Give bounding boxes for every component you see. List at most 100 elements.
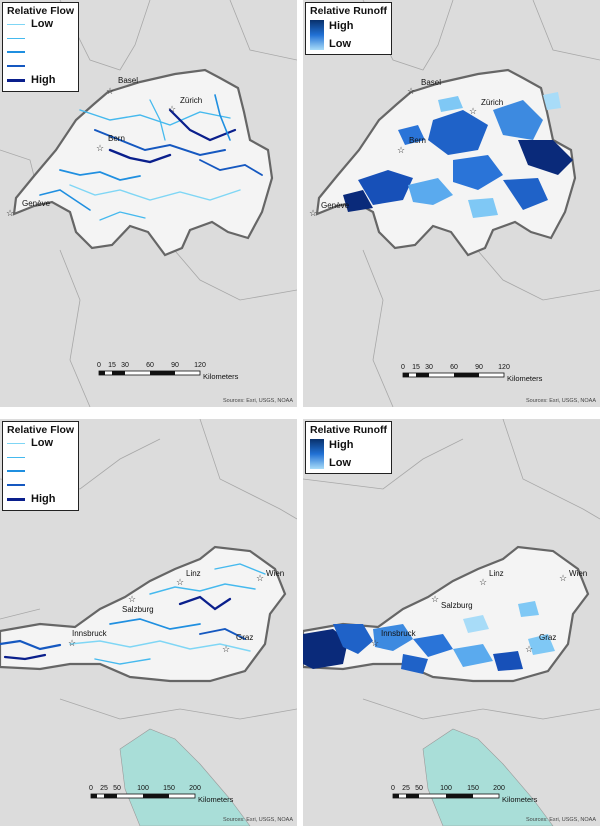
legend: Relative Flow Low High <box>2 2 80 92</box>
austria-outline <box>303 545 590 683</box>
legend-label: Low <box>31 437 53 449</box>
legend-label: High <box>31 493 56 505</box>
city-star-icon: ☆ <box>176 577 185 587</box>
scale-tick: 150 <box>467 785 479 792</box>
legend-label: High <box>31 74 56 86</box>
legend-swatch <box>7 456 25 458</box>
scale-tick: 0 <box>97 362 101 369</box>
city-star-icon: ☆ <box>168 104 177 114</box>
city-label-graz: Graz <box>539 633 557 642</box>
scale-tick: 150 <box>163 785 175 792</box>
legend-item <box>7 59 74 73</box>
legend: Relative Runoff High Low <box>305 2 393 55</box>
scale-unit: Kilometers <box>203 372 239 381</box>
scale-tick: 60 <box>450 364 458 371</box>
legend-swatch <box>7 78 25 82</box>
legend: Relative Flow Low High <box>2 421 80 511</box>
city-star-icon: ☆ <box>371 638 380 648</box>
legend-item: High <box>7 73 74 87</box>
city-star-icon: ☆ <box>397 145 406 155</box>
scale-tick: 0 <box>401 364 405 371</box>
city-label-innsbruck: Innsbruck <box>72 629 107 638</box>
legend-swatch <box>7 484 25 486</box>
city-label-graz: Graz <box>236 633 254 642</box>
legend-item: Low <box>7 17 74 31</box>
city-star-icon: ☆ <box>128 594 137 604</box>
map-sources: Sources: Esri, USGS, NOAA <box>526 817 596 823</box>
city-star-icon: ☆ <box>68 638 77 648</box>
scale-tick: 30 <box>425 364 433 371</box>
city-label-basel: Basel <box>118 76 139 85</box>
map-panel-switzerland-runoff: Relative Runoff High Low ☆ Basel ☆ Züric… <box>303 0 600 407</box>
scale-bar: 0 25 50 100 150 200 <box>89 785 201 794</box>
color-ramp <box>310 20 324 50</box>
scale-bar-graphic <box>402 372 505 378</box>
scale-ticks: 0 15 30 60 90 120 <box>97 362 206 371</box>
city-star-icon: ☆ <box>106 86 115 96</box>
legend-item <box>7 45 74 59</box>
city-star-icon: ☆ <box>222 644 231 654</box>
scale-bar: 0 15 30 60 90 120 <box>401 364 510 373</box>
city-label-bern: Bern <box>108 134 125 143</box>
city-label-geneve: Genève <box>22 199 51 208</box>
city-label-basel: Basel <box>421 78 442 87</box>
scale-tick: 25 <box>100 785 108 792</box>
scale-tick: 0 <box>391 785 395 792</box>
city-label-salzburg: Salzburg <box>122 605 154 614</box>
city-label-zurich: Zürich <box>481 98 504 107</box>
legend-title: Relative Flow <box>7 424 75 436</box>
map-sources: Sources: Esri, USGS, NOAA <box>223 817 293 823</box>
city-star-icon: ☆ <box>6 208 15 218</box>
city-label-salzburg: Salzburg <box>441 601 473 610</box>
scale-unit: Kilometers <box>502 795 538 804</box>
city-star-icon: ☆ <box>559 573 568 583</box>
scale-ticks: 0 15 30 60 90 120 <box>401 364 510 373</box>
legend-item <box>7 450 74 464</box>
austria-outline <box>0 545 287 683</box>
legend-item <box>7 464 74 478</box>
color-ramp <box>310 439 324 469</box>
scale-tick: 15 <box>412 364 420 371</box>
map-canvas <box>0 0 297 407</box>
city-label-zurich: Zürich <box>180 96 203 105</box>
legend-swatch <box>7 23 25 25</box>
city-star-icon: ☆ <box>407 86 416 96</box>
legend-title: Relative Runoff <box>310 5 388 17</box>
map-panel-austria-runoff: Relative Runoff High Low ☆ Linz ☆ Wien ☆… <box>303 419 600 826</box>
legend-item: High <box>7 492 74 506</box>
scale-tick: 60 <box>146 362 154 369</box>
legend-label: Low <box>31 18 53 30</box>
scale-tick: 200 <box>493 785 505 792</box>
city-star-icon: ☆ <box>479 577 488 587</box>
legend-swatch <box>7 37 25 39</box>
scale-tick: 90 <box>475 364 483 371</box>
city-label-geneve: Genève <box>321 201 350 210</box>
city-label-innsbruck: Innsbruck <box>381 629 416 638</box>
city-star-icon: ☆ <box>469 106 478 116</box>
legend-ramp: High Low <box>310 20 387 50</box>
city-label-linz: Linz <box>186 569 201 578</box>
scale-ticks: 0 25 50 100 150 200 <box>89 785 201 794</box>
map-sources: Sources: Esri, USGS, NOAA <box>526 398 596 404</box>
legend-swatch <box>7 65 25 67</box>
map-panel-austria-flow: Relative Flow Low High ☆ Linz ☆ Wien ☆ S… <box>0 419 297 826</box>
adriatic-sea <box>422 728 554 826</box>
scale-unit: Kilometers <box>198 795 234 804</box>
scale-bar-graphic <box>90 793 196 799</box>
scale-bar: 0 15 30 60 90 120 <box>97 362 206 371</box>
city-star-icon: ☆ <box>525 644 534 654</box>
scale-tick: 0 <box>89 785 93 792</box>
map-canvas <box>315 0 600 407</box>
legend-swatch <box>7 470 25 472</box>
legend-high-label: High <box>329 439 354 451</box>
legend-title: Relative Runoff <box>310 424 388 436</box>
legend-item: Low <box>7 436 74 450</box>
switzerland-outline <box>12 68 274 257</box>
legend-low-label: Low <box>329 38 351 50</box>
legend-high-label: High <box>329 20 354 32</box>
legend: Relative Runoff High Low <box>305 421 393 474</box>
scale-tick: 200 <box>189 785 201 792</box>
legend-ramp: High Low <box>310 439 387 469</box>
city-label-linz: Linz <box>489 569 504 578</box>
map-panel-switzerland-flow: Relative Flow Low High ☆ Basel ☆ Zürich … <box>0 0 297 407</box>
